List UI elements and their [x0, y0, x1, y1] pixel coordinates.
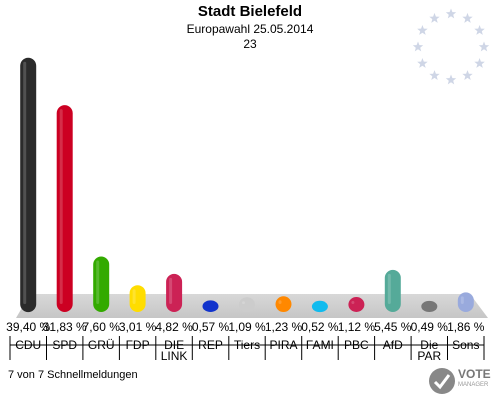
bar-die-link	[166, 273, 183, 312]
bar-gr-	[93, 256, 110, 312]
bar-highlight	[23, 61, 27, 305]
eu-star-icon	[474, 25, 485, 35]
vote-manager-icon	[429, 368, 455, 394]
chart-subtitle: Europawahl 25.05.2014	[186, 22, 314, 36]
category-label: AfD	[383, 338, 403, 352]
bar-cdu	[20, 57, 37, 313]
eu-star-icon	[445, 8, 457, 19]
chart-title: Stadt Bielefeld	[197, 3, 303, 20]
value-label: 0,57 %	[192, 320, 230, 334]
category-label: PIRA	[269, 338, 297, 352]
bar-rep	[202, 300, 219, 312]
value-label: 1,09 %	[228, 320, 266, 334]
bar-sons	[457, 292, 474, 312]
value-label: 1,12 %	[338, 320, 376, 334]
bar-spd	[56, 105, 73, 312]
category-label: Tiers	[234, 338, 260, 352]
bar-highlight	[460, 296, 464, 304]
bar-pbc	[348, 297, 365, 312]
bar-tiers	[239, 297, 255, 312]
logo-text: VOTE	[458, 367, 491, 381]
bar-highlight	[387, 273, 391, 304]
value-label: 39,40 %	[6, 320, 50, 334]
eu-star-icon	[478, 41, 490, 52]
category-label: PAR	[417, 349, 441, 363]
vote-manager-logo: VOTE MANAGER	[428, 365, 498, 397]
bar-afd	[384, 269, 401, 312]
bar-highlight	[351, 301, 355, 304]
value-label: 0,52 %	[301, 320, 339, 334]
category-label: Sons	[452, 338, 479, 352]
value-label: 7,60 %	[83, 320, 121, 334]
logo-subtext: MANAGER	[458, 382, 489, 388]
bar-highlight	[132, 289, 136, 304]
bar-highlight	[169, 277, 173, 304]
eu-star-icon	[462, 70, 473, 80]
category-label: GRÜ	[88, 338, 115, 352]
value-label: 1,86 %	[447, 320, 485, 334]
chart-subsubtitle: 23	[243, 37, 257, 51]
eu-star-icon	[417, 58, 428, 68]
eu-star-icon	[429, 12, 440, 23]
bar-highlight	[278, 300, 282, 304]
eu-star-icon	[462, 12, 473, 23]
value-label: 31,83 %	[43, 320, 87, 334]
eu-stars-emblem	[412, 8, 490, 85]
footer-text: 7 von 7 Schnellmeldungen	[8, 369, 138, 381]
value-label: 5,45 %	[374, 320, 412, 334]
category-label: REP	[198, 338, 223, 352]
category-label: CDU	[15, 338, 41, 352]
eu-star-icon	[445, 74, 457, 85]
category-label: FDP	[126, 338, 150, 352]
value-label: 3,01 %	[119, 320, 157, 334]
bar-die-par	[421, 300, 438, 312]
category-label: DIE	[164, 338, 184, 352]
category-label: Die	[420, 338, 438, 352]
category-label: FAMI	[306, 338, 334, 352]
eu-star-icon	[412, 41, 424, 52]
eu-star-icon	[474, 58, 485, 68]
bar-fami	[311, 300, 328, 313]
category-label: SPD	[52, 338, 77, 352]
value-label: 0,49 %	[411, 320, 449, 334]
category-label: PBC	[344, 338, 369, 352]
bar-highlight	[242, 301, 245, 304]
bar-fdp	[129, 285, 146, 312]
bar-highlight	[59, 109, 63, 304]
value-label: 4,82 %	[155, 320, 193, 334]
value-label: 1,23 %	[265, 320, 303, 334]
category-label: LINK	[161, 349, 188, 363]
eu-star-icon	[417, 25, 428, 35]
bar-pira	[275, 296, 292, 312]
bar-highlight	[96, 260, 100, 304]
eu-star-icon	[429, 70, 440, 80]
